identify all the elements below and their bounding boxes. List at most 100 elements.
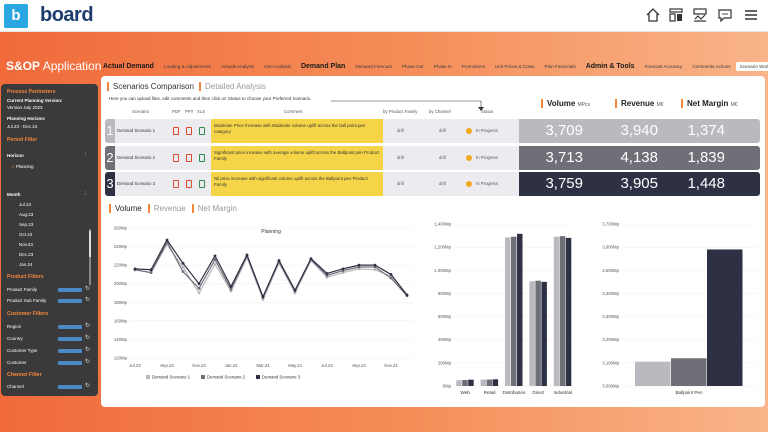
layout-icon[interactable]	[668, 7, 684, 23]
xls-icon[interactable]	[199, 180, 205, 188]
home-icon[interactable]	[645, 7, 661, 23]
month-item[interactable]: Jul.23	[19, 202, 32, 207]
pdf-icon[interactable]	[173, 154, 179, 162]
logo-mark[interactable]: b	[4, 4, 28, 28]
xls-icon[interactable]	[199, 127, 205, 135]
nav-item-unit-prices-costs[interactable]: Unit Prices & Costs	[494, 63, 535, 69]
country-label: Country	[7, 336, 23, 341]
drill-by-channel-link[interactable]: drill	[439, 128, 446, 133]
month-item[interactable]: Sep.23	[19, 222, 34, 227]
bar	[486, 379, 493, 386]
region-selector[interactable]	[58, 325, 82, 329]
nav-item-loading-adjustments[interactable]: Loading & Adjustments	[163, 63, 211, 69]
ppt-icon[interactable]	[186, 180, 192, 188]
x-tick-label: Jul.24	[321, 363, 333, 368]
drill-by-product-family-link[interactable]: drill	[397, 128, 404, 133]
reset-icon[interactable]: ↻	[85, 347, 91, 353]
drill-by-channel-link[interactable]: drill	[439, 181, 446, 186]
reset-icon[interactable]: ↻	[85, 286, 91, 292]
nav-section-actual-demand[interactable]: Actual Demand	[103, 62, 154, 70]
pdf-icon[interactable]	[173, 180, 179, 188]
planning-option[interactable]: ✓ Planning	[11, 164, 34, 169]
nav-item-comments-actions[interactable]: Comments Actions	[692, 63, 731, 69]
col-by-product-family: by Product Family	[383, 109, 418, 114]
tab-scenarios-comparison[interactable]: Scenarios Comparison	[107, 82, 194, 91]
status-text[interactable]: In Progress	[476, 181, 498, 186]
status-text[interactable]: In Progress	[476, 155, 498, 160]
chart-tab-revenue[interactable]: Revenue	[147, 204, 186, 213]
customer-selector[interactable]	[58, 361, 82, 365]
ppt-icon[interactable]	[186, 154, 192, 162]
chart-tab-volume[interactable]: Volume	[109, 204, 142, 213]
scenario-row[interactable]: 1 Demand Scenario 1 Moderate Price Incre…	[105, 119, 760, 143]
nav-item-demand-forecast[interactable]: Demand Forecast	[355, 63, 392, 69]
xls-icon[interactable]	[199, 154, 205, 162]
drill-by-product-family-link[interactable]: drill	[397, 181, 404, 186]
status-indicator[interactable]	[466, 181, 472, 187]
legend-swatch	[146, 375, 150, 379]
nav-item-scenario-workflow[interactable]: Scenario Workflow	[735, 61, 768, 71]
menu-icon[interactable]	[743, 7, 759, 23]
month-scrollbar[interactable]	[89, 229, 91, 285]
chart-tab-net-margin[interactable]: Net Margin	[191, 204, 237, 213]
nav-item-plan-financials[interactable]: Plan Financials	[544, 63, 576, 69]
volume-line-chart[interactable]: 120Mp 140Mp 160Mp 180Mp 200Mp 220Mp 240Mp 260Mp…	[101, 218, 421, 388]
x-tick-label: Sep.24	[352, 363, 366, 368]
month-item[interactable]: Dec.23	[19, 252, 34, 257]
scenario-comment[interactable]: Nil price increase with significant volu…	[211, 172, 383, 196]
scenario-row[interactable]: 2 Demand Scenario 2 Significant price in…	[105, 146, 760, 170]
reset-icon[interactable]: ↻	[85, 359, 91, 365]
legend-label: Demand Scenario 3	[262, 375, 301, 380]
month-item[interactable]: Oct.23	[19, 232, 33, 237]
nav-item-promotions[interactable]: Promotions	[461, 63, 485, 69]
channel-bar-chart[interactable]: 0Mp 200Mp 400Mp 600Mp 800Mp 1,000Mp 1,200Mp 1,4…	[429, 218, 579, 398]
scenario-row[interactable]: 3 Demand Scenario 3 Nil price increase w…	[105, 172, 760, 196]
nav-item-forecast-accuracy[interactable]: Forecast Accuracy	[644, 63, 683, 69]
scenario-name: Demand Scenario 2	[117, 155, 155, 160]
y-tick-label: 260Mp	[114, 226, 128, 231]
nav-section-admin-tools[interactable]: Admin & Tools	[585, 62, 635, 70]
drill-by-product-family-link[interactable]: drill	[397, 155, 404, 160]
y-tick-label: 3,100Mp	[602, 360, 619, 365]
month-more-icon[interactable]: ⋮	[83, 191, 88, 196]
country-selector[interactable]	[58, 337, 82, 341]
pdf-icon[interactable]	[173, 127, 179, 135]
product-family-bar-chart[interactable]: 3,000Mp 3,100Mp 3,200Mp 3,300Mp 3,400Mp 3,500…	[591, 218, 761, 398]
nav-item-geo-analysis[interactable]: Geo Analysis	[264, 63, 291, 69]
month-scrollbar-thumb[interactable]	[89, 231, 91, 257]
series-line	[134, 243, 408, 302]
month-item[interactable]: Aug.23	[19, 212, 34, 217]
chat-icon[interactable]	[717, 7, 733, 23]
status-indicator[interactable]	[466, 155, 472, 161]
reset-icon[interactable]: ↻	[85, 335, 91, 341]
y-tick-label: 120Mp	[114, 356, 128, 361]
scenario-comment[interactable]: Significant price increase with average …	[211, 146, 383, 170]
product-sub-family-selector[interactable]	[58, 299, 82, 303]
month-item[interactable]: Jan.24	[19, 262, 33, 267]
product-family-selector[interactable]	[58, 288, 82, 292]
x-tick-label: Nov.23	[192, 363, 206, 368]
status-indicator[interactable]	[466, 128, 472, 134]
scenario-comment[interactable]: Moderate Price Increase with Moderate vo…	[211, 119, 383, 143]
dashboard-icon[interactable]	[692, 7, 708, 23]
month-item[interactable]: Nov.23	[19, 242, 33, 247]
ppt-icon[interactable]	[186, 127, 192, 135]
product-sub-family-label: Product Sub Family	[7, 298, 47, 303]
drill-by-channel-link[interactable]: drill	[439, 155, 446, 160]
reset-icon[interactable]: ↻	[85, 297, 91, 303]
channel-selector[interactable]	[58, 385, 82, 389]
status-text[interactable]: In Progress	[476, 128, 498, 133]
tab-detailed-analysis[interactable]: Detailed Analysis	[199, 82, 266, 91]
horizon-more-icon[interactable]: ⋮	[83, 152, 88, 157]
customer-type-selector[interactable]	[58, 349, 82, 353]
legend-label: Demand Scenario 2	[207, 375, 246, 380]
x-tick-label: Nov.24	[384, 363, 398, 368]
logo-text[interactable]: board	[40, 4, 94, 26]
nav-section-demand-plan[interactable]: Demand Plan	[300, 62, 346, 70]
reset-icon[interactable]: ↻	[85, 383, 91, 389]
nav-item-phase-in[interactable]: Phase In	[433, 63, 452, 69]
nav-item-phase-out[interactable]: Phase Out	[401, 63, 424, 69]
y-tick-label: 1,200Mp	[434, 245, 451, 250]
reset-icon[interactable]: ↻	[85, 323, 91, 329]
nav-item-actuals-analysis[interactable]: Actuals Analysis	[220, 63, 255, 69]
